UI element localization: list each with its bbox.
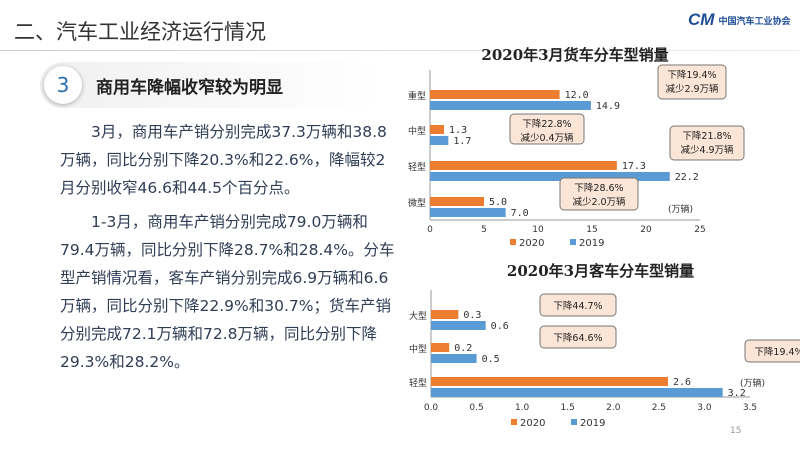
page-number: 15 xyxy=(730,426,742,436)
bar-2020 xyxy=(431,377,668,386)
callout-box xyxy=(509,113,585,145)
callout-box xyxy=(559,177,639,211)
chart-title: 2020年3月客车分车型销量 xyxy=(507,262,694,280)
bar-2019 xyxy=(430,172,670,181)
category-label: 轻型 xyxy=(409,377,427,389)
callout-text: 下降28.6% xyxy=(574,182,623,194)
callout-text: 减少2.9万辆 xyxy=(665,83,719,95)
category-label: 轻型 xyxy=(408,161,426,173)
bar-2020 xyxy=(430,161,617,170)
chart-title: 2020年3月货车分车型销量 xyxy=(481,46,668,64)
x-tick-label: 25 xyxy=(694,225,705,235)
x-tick-label: 2.5 xyxy=(652,403,666,413)
callout-text: 下降21.8% xyxy=(682,130,731,142)
callout-text: 下降19.4% xyxy=(667,69,716,81)
value-label: 14.9 xyxy=(596,101,620,112)
bar-2019 xyxy=(430,208,506,217)
callout-text: 减少4.9万辆 xyxy=(680,144,734,156)
section-number: 3 xyxy=(44,66,82,104)
callout-text: 减少2.0万辆 xyxy=(572,196,626,208)
paragraph: 3月，商用车产销分别完成37.3万辆和38.8万辆，同比分别下降20.3%和22… xyxy=(60,123,387,197)
category-label: 重型 xyxy=(408,90,426,102)
bar-2019 xyxy=(430,136,449,145)
callout-box xyxy=(744,339,800,363)
unit-label: (万辆) xyxy=(740,377,765,389)
x-tick-label: 0.0 xyxy=(424,403,439,413)
unit-label: (万辆) xyxy=(668,203,693,215)
x-tick-label: 2.0 xyxy=(606,403,621,413)
legend-label: 2020 xyxy=(519,238,544,249)
value-label: 1.7 xyxy=(453,136,471,147)
value-label: 0.6 xyxy=(491,321,509,332)
x-tick-label: 15 xyxy=(586,225,597,235)
x-tick-label: 3.0 xyxy=(697,403,712,413)
section-heading: 3 商用车降幅收窄较为明显 xyxy=(40,62,380,108)
bar-2019 xyxy=(431,321,486,330)
charts: 2020年3月货车分车型销量 0 5 10 15 20 25 重型 12.0 14.9 下降19.4… xyxy=(408,46,800,429)
bar-2019 xyxy=(431,388,723,397)
callout-text: 下降64.6% xyxy=(553,332,602,344)
bar-2019 xyxy=(430,101,591,110)
bar-2020 xyxy=(430,197,484,206)
bar-2020 xyxy=(431,343,450,352)
callout-text: 下降22.8% xyxy=(522,118,571,130)
value-label: 3.2 xyxy=(728,388,746,399)
x-tick-label: 3.5 xyxy=(743,403,757,413)
x-tick-label: 5 xyxy=(481,225,487,235)
category-label: 微型 xyxy=(408,197,426,209)
value-label: 5.0 xyxy=(489,197,507,208)
header-divider xyxy=(0,50,800,51)
bar-2019 xyxy=(431,354,477,363)
logo-mark: CM xyxy=(688,10,715,29)
section-title: 商用车降幅收窄较为明显 xyxy=(96,77,283,98)
legend-swatch xyxy=(511,419,517,425)
x-tick-label: 20 xyxy=(640,225,652,235)
callout-text: 下降44.7% xyxy=(553,300,602,312)
value-label: 1.3 xyxy=(449,125,467,136)
callout-text: 下降19.4% xyxy=(754,346,800,358)
callout-box xyxy=(539,293,617,317)
body-text: 3月，商用车产销分别完成37.3万辆和38.8万辆，同比分别下降20.3%和22… xyxy=(60,118,400,382)
value-label: 0.2 xyxy=(454,343,472,354)
value-label: 0.5 xyxy=(482,354,500,365)
value-label: 22.2 xyxy=(675,172,699,183)
category-label: 中型 xyxy=(409,343,427,355)
value-label: 17.3 xyxy=(622,161,646,172)
paragraph: 1-3月，商用车产销分别完成79.0万辆和79.4万辆，同比分别下降28.7%和… xyxy=(60,213,395,371)
callout-box xyxy=(539,325,617,349)
logo-text: 中国汽车工业协会 xyxy=(718,16,791,27)
legend-swatch xyxy=(571,419,577,425)
legend-label: 2020 xyxy=(520,418,545,429)
callout-box xyxy=(669,125,745,161)
x-tick-label: 0 xyxy=(427,225,433,235)
callout-box xyxy=(657,64,727,100)
value-label: 12.0 xyxy=(565,90,589,101)
bar-2020 xyxy=(431,310,459,319)
bar-2020 xyxy=(430,90,560,99)
x-tick-label: 1.0 xyxy=(515,403,530,413)
x-tick-label: 10 xyxy=(532,225,544,235)
bar-2020 xyxy=(430,125,445,134)
callout-text: 减少0.4万辆 xyxy=(520,132,574,144)
legend-swatch xyxy=(570,239,576,245)
x-tick-label: 0.5 xyxy=(469,403,483,413)
category-label: 中型 xyxy=(408,125,426,137)
x-tick-label: 1.5 xyxy=(561,403,575,413)
legend-label: 2019 xyxy=(579,238,604,249)
legend-label: 2019 xyxy=(580,418,605,429)
value-label: 7.0 xyxy=(511,208,529,219)
value-label: 0.3 xyxy=(463,310,481,321)
legend-swatch xyxy=(510,239,516,245)
page-header: 二、汽车工业经济运行情况 xyxy=(14,20,266,44)
logo: CM 中国汽车工业协会 xyxy=(688,10,790,30)
value-label: 2.6 xyxy=(673,377,691,388)
category-label: 大型 xyxy=(409,310,427,322)
